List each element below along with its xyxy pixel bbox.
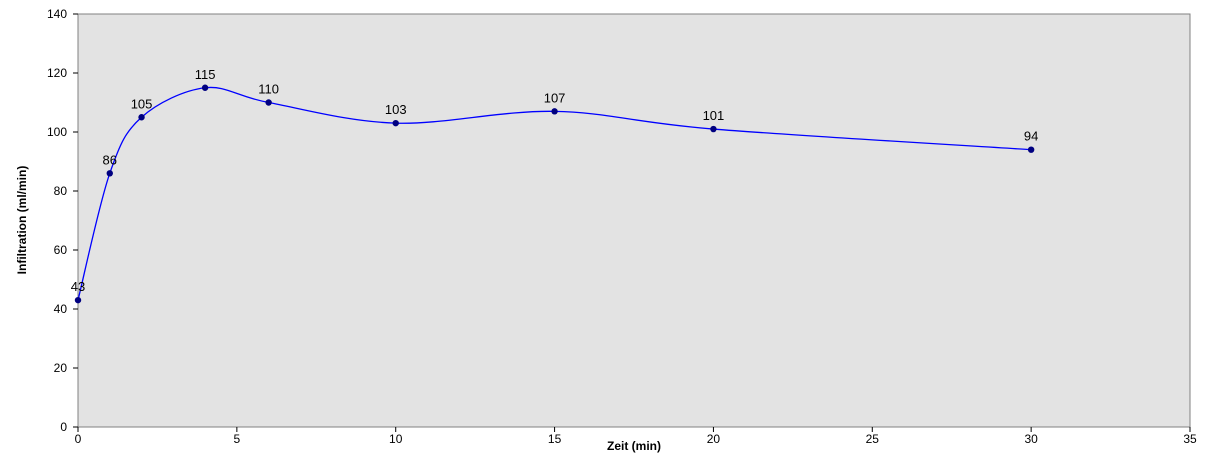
x-axis-title: Zeit (min) [607,439,661,453]
plot-area [77,13,1191,428]
data-label: 110 [258,82,279,97]
data-point [201,84,209,91]
data-label: 101 [703,108,725,123]
x-tick-label: 10 [389,432,403,446]
data-label: 43 [71,279,85,294]
data-point [265,99,272,106]
y-tick-label: 120 [47,66,67,80]
x-tick-label: 35 [1183,432,1197,446]
series-line [77,86,1032,301]
data-point [74,296,82,304]
x-tick-label: 30 [1024,432,1038,446]
data-label: 94 [1024,129,1038,144]
data-label: 86 [103,152,117,167]
x-tick-label: 5 [234,432,241,446]
data-point [106,170,113,177]
y-tick-label: 20 [54,361,68,375]
x-tick-label: 20 [707,432,721,446]
y-tick-label: 80 [54,184,68,198]
y-tick-label: 40 [54,302,68,316]
y-tick-label: 60 [54,243,68,257]
data-point [392,119,399,127]
data-point [138,114,145,121]
y-tick-label: 0 [60,420,67,434]
y-tick-label: 100 [47,125,67,139]
data-point [1027,146,1035,153]
data-point [710,125,717,133]
x-tick-label: 15 [548,432,562,446]
x-tick-label: 0 [75,432,82,446]
data-label: 105 [131,96,153,111]
y-tick-label: 140 [47,7,67,21]
data-label: 107 [544,90,566,105]
data-point [551,108,558,115]
y-axis-title: Infiltration (ml/min) [15,166,29,275]
data-label: 115 [195,67,216,82]
x-tick-label: 25 [866,432,880,446]
data-label: 103 [385,102,407,117]
